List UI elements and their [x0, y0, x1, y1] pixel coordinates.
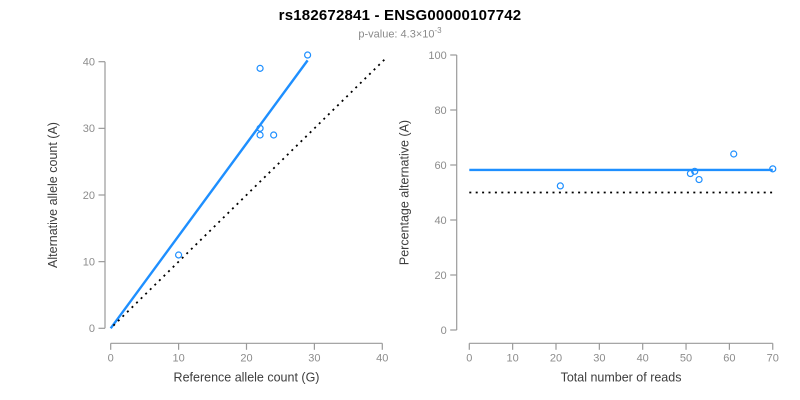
data-point: [730, 150, 738, 158]
x-tick-label: 20: [550, 352, 562, 364]
y-axis-title: Percentage alternative (A): [398, 120, 412, 265]
y-tick-label: 20: [83, 190, 95, 202]
y-tick-label: 40: [83, 57, 95, 69]
x-tick-label: 0: [466, 352, 472, 364]
y-tick-label: 30: [83, 123, 95, 135]
plot-title: rs182672841 - ENSG00000107742: [278, 7, 522, 24]
data-point: [691, 167, 699, 175]
x-tick-label: 30: [593, 352, 605, 364]
data-point: [769, 165, 777, 173]
x-tick-label: 60: [723, 352, 735, 364]
data-point: [304, 51, 312, 59]
data-point: [270, 131, 278, 139]
percentage-alternative-plot: 0 20 40 60 80 100 0 10 20 30 40 50 60 70 Total number …: [398, 50, 779, 384]
identity-line: [112, 57, 388, 327]
y-axis-title: Alternative allele count (A): [46, 122, 60, 268]
y-tick-label: 40: [434, 215, 446, 227]
plot-subtitle: p-value: 4.3×10-3: [0, 26, 800, 41]
x-tick-label: 10: [172, 352, 184, 364]
data-point: [256, 64, 264, 72]
x-tick-label: 70: [767, 352, 779, 364]
y-tick-label: 80: [434, 105, 446, 117]
fit-line: [109, 59, 309, 330]
x-tick-label: 40: [376, 352, 388, 364]
p-value-exponent: -3: [434, 26, 442, 35]
y-tick-label: 0: [441, 325, 447, 337]
x-tick-label: 50: [680, 352, 692, 364]
data-point: [556, 182, 564, 190]
data-point: [695, 175, 703, 184]
y-tick-label: 10: [83, 256, 95, 268]
p-value-text: p-value: 4.3×10: [358, 28, 435, 41]
x-tick-label: 30: [308, 352, 320, 364]
x-tick-label: 40: [637, 352, 649, 364]
y-tick-label: 20: [434, 270, 446, 282]
y-tick-label: 0: [89, 323, 95, 335]
x-axis-title: Total number of reads: [561, 370, 682, 384]
data-point: [256, 124, 264, 132]
x-tick-label: 20: [240, 352, 252, 364]
data-point: [256, 131, 264, 139]
allele-counts-plot: 0 10 20 30 40 0 10 20 30 40 Reference allele count…: [46, 51, 388, 384]
y-tick-label: 60: [434, 160, 446, 172]
x-axis-title: Reference allele count (G): [174, 370, 320, 384]
x-tick-label: 10: [507, 352, 519, 364]
x-tick-label: 0: [108, 352, 114, 364]
data-point: [175, 251, 183, 259]
y-tick-label: 100: [428, 50, 446, 62]
